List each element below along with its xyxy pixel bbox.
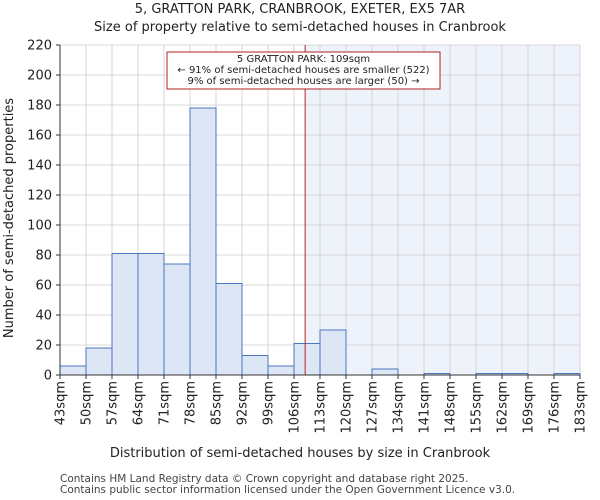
y-tick-label: 80 xyxy=(35,249,52,264)
x-tick-label: 50sqm xyxy=(80,381,95,425)
x-tick-label: 134sqm xyxy=(392,381,407,434)
y-tick-label: 120 xyxy=(27,189,52,204)
x-tick-label: 71sqm xyxy=(158,381,173,425)
x-tick-label: 106sqm xyxy=(288,381,303,434)
x-tick-label: 43sqm xyxy=(54,381,69,425)
y-tick-label: 0 xyxy=(44,369,52,384)
y-tick-label: 40 xyxy=(35,309,52,324)
annotation-smaller: ← 91% of semi-detached houses are smalle… xyxy=(177,65,429,76)
y-tick-label: 140 xyxy=(27,159,52,174)
footer-licence: Contains public sector information licen… xyxy=(60,484,516,496)
x-tick-label: 64sqm xyxy=(132,381,147,425)
histogram-bar xyxy=(163,263,191,376)
histogram-bar xyxy=(241,355,269,376)
histogram-bar xyxy=(267,365,295,376)
plot-area: 0 20 40 60 80 100 120 140 160 180 200 220 43sqm 50sqm… xyxy=(27,39,588,434)
histogram-bar xyxy=(189,107,217,376)
y-tick-label: 60 xyxy=(35,279,52,294)
x-tick-label: 141sqm xyxy=(418,381,433,434)
x-tick-label: 127sqm xyxy=(366,381,381,434)
x-tick-label: 169sqm xyxy=(522,381,537,434)
x-tick-label: 78sqm xyxy=(184,381,199,425)
x-tick-label: 162sqm xyxy=(496,381,511,434)
histogram-bar xyxy=(85,347,113,376)
larger-region-highlight xyxy=(305,45,580,375)
chart-title-line2: Size of property relative to semi-detach… xyxy=(94,20,506,35)
histogram-bar xyxy=(319,329,347,376)
x-tick-label: 183sqm xyxy=(574,381,589,434)
annotation-box xyxy=(166,51,441,90)
y-tick-label: 180 xyxy=(27,99,52,114)
y-tick-label: 200 xyxy=(27,69,52,84)
x-tick-label: 155sqm xyxy=(470,381,485,434)
histogram-bar xyxy=(293,343,321,376)
x-tick-label: 92sqm xyxy=(236,381,251,425)
x-tick-label: 120sqm xyxy=(340,381,355,434)
histogram-bar xyxy=(111,253,139,376)
histogram-bar xyxy=(371,368,399,376)
footer-copyright: Contains HM Land Registry data © Crown c… xyxy=(60,473,469,485)
chart-title-line1: 5, GRATTON PARK, CRANBROOK, EXETER, EX5 … xyxy=(135,2,465,17)
histogram-bar xyxy=(137,253,165,376)
y-tick-label: 100 xyxy=(27,219,52,234)
x-tick-label: 99sqm xyxy=(262,381,277,425)
y-axis-label: Number of semi-detached properties xyxy=(2,98,17,338)
x-tick-label: 148sqm xyxy=(444,381,459,434)
y-tick-label: 20 xyxy=(35,339,52,354)
x-tick-label: 85sqm xyxy=(210,381,225,425)
x-tick-label: 113sqm xyxy=(314,381,329,434)
annotation-larger: 9% of semi-detached houses are larger (5… xyxy=(187,76,419,87)
histogram-bar xyxy=(59,365,87,376)
x-tick-label: 57sqm xyxy=(106,381,121,425)
x-axis-label: Distribution of semi-detached houses by … xyxy=(110,446,491,461)
annotation-title: 5 GRATTON PARK: 109sqm xyxy=(237,54,370,65)
y-tick-label: 220 xyxy=(27,39,52,54)
x-tick-label: 176sqm xyxy=(548,381,563,434)
histogram-bar xyxy=(215,283,243,376)
y-tick-label: 160 xyxy=(27,129,52,144)
